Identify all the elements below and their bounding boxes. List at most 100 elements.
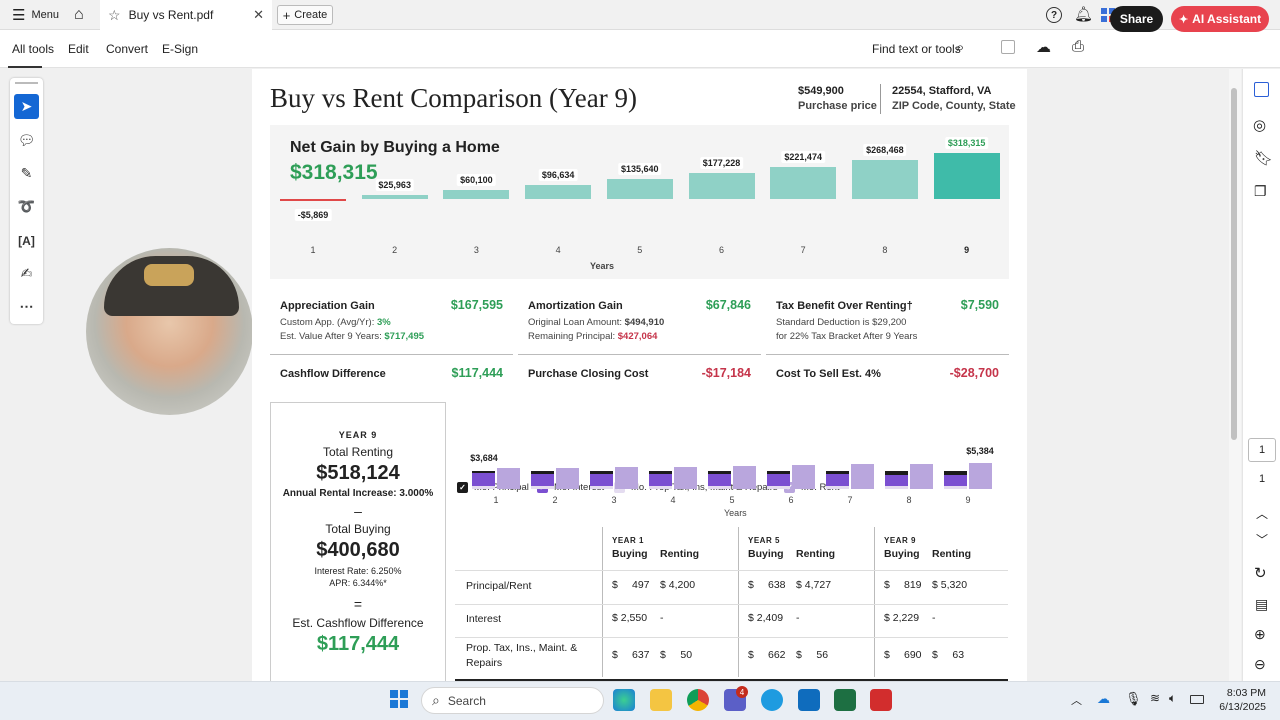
clock-date[interactable]: 6/13/2025 bbox=[1219, 701, 1266, 713]
microphone-icon[interactable]: 🎙︎ bbox=[1125, 691, 1142, 706]
chart-title: Net Gain by Buying a Home bbox=[290, 139, 500, 156]
windows-start-icon[interactable] bbox=[390, 690, 408, 708]
home-icon[interactable]: ⌂ bbox=[74, 6, 84, 23]
table-cell: 690 bbox=[904, 649, 922, 661]
chart-bar bbox=[688, 173, 755, 199]
plus-icon: + bbox=[282, 7, 291, 23]
chevron-up-icon[interactable]: ︿ bbox=[1256, 507, 1269, 521]
excel-icon[interactable] bbox=[834, 689, 856, 711]
menu-edit[interactable]: Edit bbox=[68, 42, 89, 56]
metric-value: -$17,184 bbox=[701, 366, 751, 380]
page-settings-icon[interactable]: ▤ bbox=[1255, 596, 1269, 612]
table-cell: $ 4,727 bbox=[796, 579, 832, 591]
table-cell: 497 bbox=[632, 579, 650, 591]
cashflow-label: Est. Cashflow Difference bbox=[292, 616, 424, 630]
chart-bar bbox=[851, 160, 918, 199]
x-tick-label: 3 bbox=[611, 495, 617, 505]
taskbar-search[interactable]: ⌕ Search bbox=[421, 687, 604, 714]
pdf-page: Buy vs Rent Comparison (Year 9) $549,900… bbox=[252, 69, 1027, 692]
tool-rail: ➤ 💬︎ ✎ ➰ [A] ✍︎ ⋯ bbox=[10, 78, 43, 324]
stack-principal-bar bbox=[590, 470, 613, 474]
table-cell: $ 50 bbox=[660, 649, 693, 661]
monthly-x-label: Years bbox=[724, 508, 747, 518]
more-icon[interactable]: ⋯ bbox=[19, 298, 34, 314]
save-icon[interactable] bbox=[1001, 40, 1015, 54]
battery-icon[interactable] bbox=[1190, 695, 1204, 704]
wifi-icon[interactable]: ≋ bbox=[1150, 691, 1161, 705]
metric-value: $167,595 bbox=[450, 298, 503, 312]
close-tab-icon[interactable]: ✕ bbox=[253, 7, 264, 22]
create-button[interactable]: + Create bbox=[277, 5, 333, 25]
metric-subtext-label: Original Loan Amount: bbox=[528, 317, 625, 328]
chrome-icon[interactable] bbox=[687, 689, 709, 711]
lasso-icon[interactable]: ➰ bbox=[17, 198, 36, 214]
sign-icon[interactable]: ✍︎ bbox=[20, 265, 33, 281]
chevron-down-icon[interactable]: ﹀ bbox=[1256, 533, 1269, 547]
app-icon[interactable] bbox=[761, 689, 783, 711]
star-icon[interactable]: ☆ bbox=[108, 6, 121, 23]
menu-all-tools[interactable]: All tools bbox=[12, 42, 55, 56]
rotate-icon[interactable]: ↻ bbox=[1254, 565, 1267, 582]
document-tab[interactable]: ☆ Buy vs Rent.pdf ✕ bbox=[100, 0, 272, 30]
stack-interest-bar bbox=[472, 473, 495, 486]
find-tools[interactable]: Find text or tools bbox=[872, 42, 961, 56]
search-icon: ⌕ bbox=[432, 692, 440, 708]
notification-badge: 4 bbox=[736, 686, 748, 698]
checkbox-checked-icon[interactable]: ✓ bbox=[457, 482, 468, 493]
clock-time[interactable]: 8:03 PM bbox=[1226, 687, 1266, 699]
comments-panel-icon[interactable]: ◎ bbox=[1253, 117, 1267, 134]
chevron-up-icon[interactable]: ︿ bbox=[1071, 695, 1082, 707]
equals-sign: = bbox=[353, 596, 363, 612]
rent-bar bbox=[733, 465, 756, 489]
select-cursor-icon[interactable]: ➤ bbox=[14, 94, 39, 119]
renting-value: $518,124 bbox=[316, 462, 400, 484]
stack-proptax-bar bbox=[472, 485, 495, 489]
metric-subtext-label: for 22% Tax Bracket After 9 Years bbox=[776, 331, 918, 342]
scrollbar-thumb[interactable] bbox=[1231, 88, 1237, 440]
file-explorer-icon[interactable] bbox=[650, 689, 672, 711]
x-tick-label: 1 bbox=[310, 245, 316, 255]
renting-label: Total Renting bbox=[322, 445, 394, 459]
upload-cloud-icon[interactable]: ☁ bbox=[1036, 39, 1051, 56]
edge-icon[interactable] bbox=[613, 689, 635, 711]
metric-subtext-value: $427,064 bbox=[617, 331, 658, 342]
menu-button[interactable]: ☰ Menu bbox=[12, 7, 59, 24]
help-icon[interactable]: ? bbox=[1046, 7, 1062, 23]
buying-label: Total Buying bbox=[325, 522, 391, 536]
bell-icon[interactable]: 🔔︎ bbox=[1074, 6, 1094, 23]
interest-rate: Interest Rate: 6.250% bbox=[314, 566, 402, 576]
menu-esign[interactable]: E-Sign bbox=[162, 42, 199, 56]
search-icon[interactable]: ⌕ bbox=[956, 39, 965, 56]
edit-pdf-icon[interactable] bbox=[1254, 82, 1269, 97]
pen-icon[interactable]: ✎ bbox=[20, 165, 33, 181]
table-cell: $ 2,550 bbox=[612, 612, 648, 624]
pages-icon[interactable]: ❐ bbox=[1254, 183, 1267, 199]
purchase-price: $549,900 bbox=[798, 85, 844, 97]
share-button[interactable]: Share bbox=[1110, 6, 1163, 32]
print-icon[interactable]: ⎙ bbox=[1072, 38, 1085, 55]
comment-icon[interactable]: 💬︎ bbox=[17, 132, 36, 148]
table-cell: $ 2,409 bbox=[748, 612, 784, 624]
rent-bar bbox=[556, 467, 579, 489]
zoom-in-icon[interactable]: ⊕ bbox=[1254, 626, 1266, 642]
menu-convert[interactable]: Convert bbox=[106, 42, 149, 56]
metric-subtext: Original Loan Amount: $494,910 bbox=[528, 317, 664, 328]
text-select-icon[interactable]: [A] bbox=[18, 233, 35, 248]
ai-assistant-button[interactable]: ✦ AI Assistant bbox=[1171, 6, 1269, 32]
onedrive-icon[interactable]: ☁ bbox=[1097, 691, 1110, 706]
x-tick-label: 7 bbox=[800, 245, 806, 255]
col-renting-header: Renting bbox=[660, 548, 700, 560]
outlook-icon[interactable] bbox=[798, 689, 820, 711]
volume-icon[interactable]: 🔈︎ bbox=[1169, 691, 1177, 705]
bookmark-icon[interactable]: 🔖︎ bbox=[1254, 150, 1274, 167]
zoom-out-icon[interactable]: ⊖ bbox=[1254, 656, 1266, 672]
hamburger-icon: ☰ bbox=[12, 7, 26, 24]
acrobat-icon[interactable] bbox=[870, 689, 892, 711]
x-tick-label: 6 bbox=[788, 495, 794, 505]
cap-logo bbox=[144, 264, 194, 286]
metric-subtext-label: Standard Deduction is $29,200 bbox=[776, 317, 907, 328]
table-cell: $ 4,200 bbox=[660, 579, 696, 591]
x-tick-label: 3 bbox=[473, 245, 479, 255]
stack-interest-bar bbox=[767, 474, 790, 486]
page-number-input[interactable]: 1 bbox=[1248, 438, 1276, 462]
